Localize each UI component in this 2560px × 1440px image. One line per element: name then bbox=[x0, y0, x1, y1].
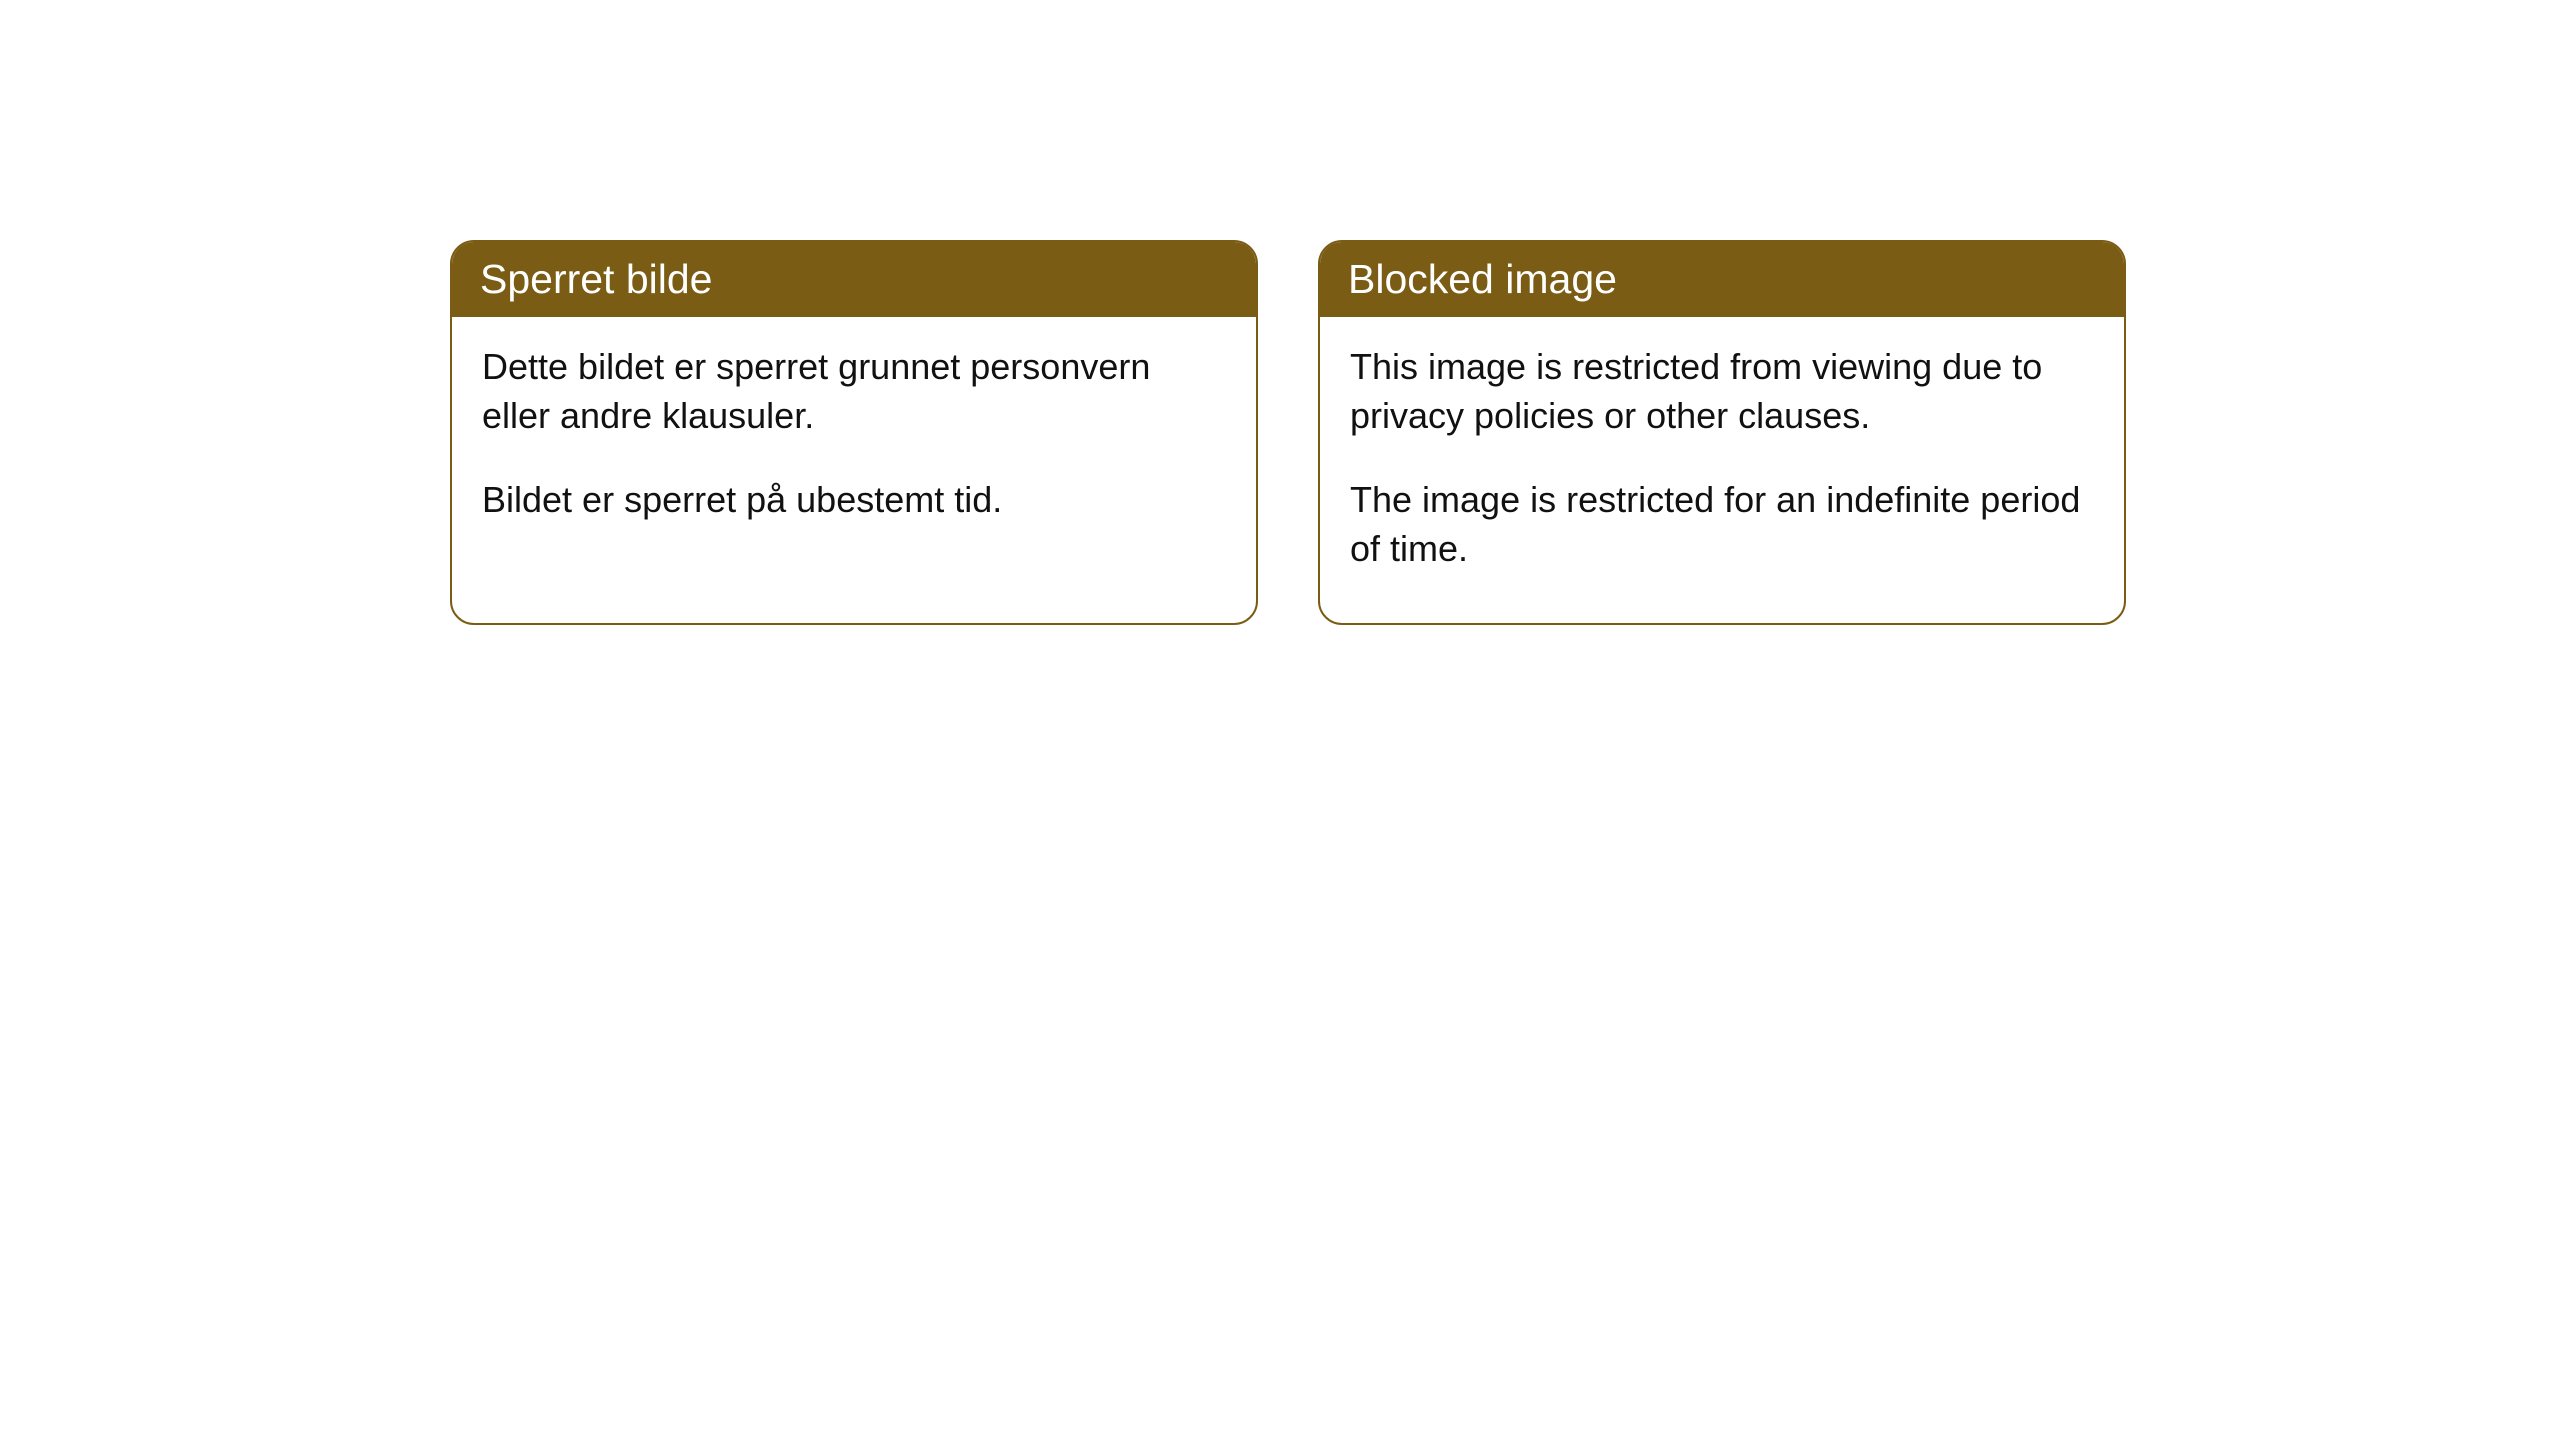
card-header-en: Blocked image bbox=[1320, 242, 2124, 317]
notice-container: Sperret bilde Dette bildet er sperret gr… bbox=[0, 0, 2560, 625]
card-text-en-1: This image is restricted from viewing du… bbox=[1350, 343, 2094, 440]
card-text-no-1: Dette bildet er sperret grunnet personve… bbox=[482, 343, 1226, 440]
blocked-image-card-no: Sperret bilde Dette bildet er sperret gr… bbox=[450, 240, 1258, 625]
blocked-image-card-en: Blocked image This image is restricted f… bbox=[1318, 240, 2126, 625]
card-body-no: Dette bildet er sperret grunnet personve… bbox=[452, 317, 1256, 575]
card-header-no: Sperret bilde bbox=[452, 242, 1256, 317]
card-body-en: This image is restricted from viewing du… bbox=[1320, 317, 2124, 623]
card-text-en-2: The image is restricted for an indefinit… bbox=[1350, 476, 2094, 573]
card-text-no-2: Bildet er sperret på ubestemt tid. bbox=[482, 476, 1226, 525]
